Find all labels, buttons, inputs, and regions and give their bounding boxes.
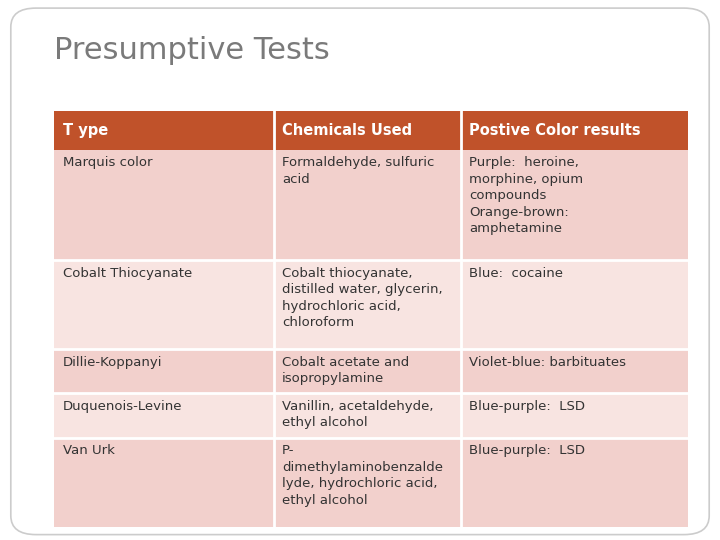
Text: Cobalt Thiocyanate: Cobalt Thiocyanate [63,267,192,280]
Bar [54,111,688,150]
Text: Van Urk: Van Urk [63,444,114,457]
Text: Blue-purple:  LSD: Blue-purple: LSD [469,444,585,457]
Text: Vanillin, acetaldehyde,
ethyl alcohol: Vanillin, acetaldehyde, ethyl alcohol [282,400,433,429]
FancyBboxPatch shape [11,8,709,535]
Text: Cobalt acetate and
isopropylamine: Cobalt acetate and isopropylamine [282,356,410,385]
Text: Formaldehyde, sulfuric
acid: Formaldehyde, sulfuric acid [282,156,435,186]
Text: T ype: T ype [63,123,108,138]
Text: Postive Color results: Postive Color results [469,123,641,138]
Text: Blue:  cocaine: Blue: cocaine [469,267,564,280]
Text: Purple:  heroine,
morphine, opium
compounds
Orange-brown:
amphetamine: Purple: heroine, morphine, opium compoun… [469,156,584,235]
Bar [54,260,688,349]
Text: Violet-blue: barbituates: Violet-blue: barbituates [469,356,626,369]
Text: Presumptive Tests: Presumptive Tests [54,36,330,65]
Bar [54,394,688,438]
Text: Marquis color: Marquis color [63,156,152,169]
Text: Chemicals Used: Chemicals Used [282,123,413,138]
Text: Cobalt thiocyanate,
distilled water, glycerin,
hydrochloric acid,
chloroform: Cobalt thiocyanate, distilled water, gly… [282,267,443,329]
Text: Duquenois-Levine: Duquenois-Levine [63,400,182,413]
Text: P-
dimethylaminobenzalde
lyde, hydrochloric acid,
ethyl alcohol: P- dimethylaminobenzalde lyde, hydrochlo… [282,444,444,507]
Bar [54,438,688,526]
Text: Blue-purple:  LSD: Blue-purple: LSD [469,400,585,413]
Bar [54,349,688,394]
Bar [54,150,688,260]
Text: Dillie-Koppanyi: Dillie-Koppanyi [63,356,162,369]
